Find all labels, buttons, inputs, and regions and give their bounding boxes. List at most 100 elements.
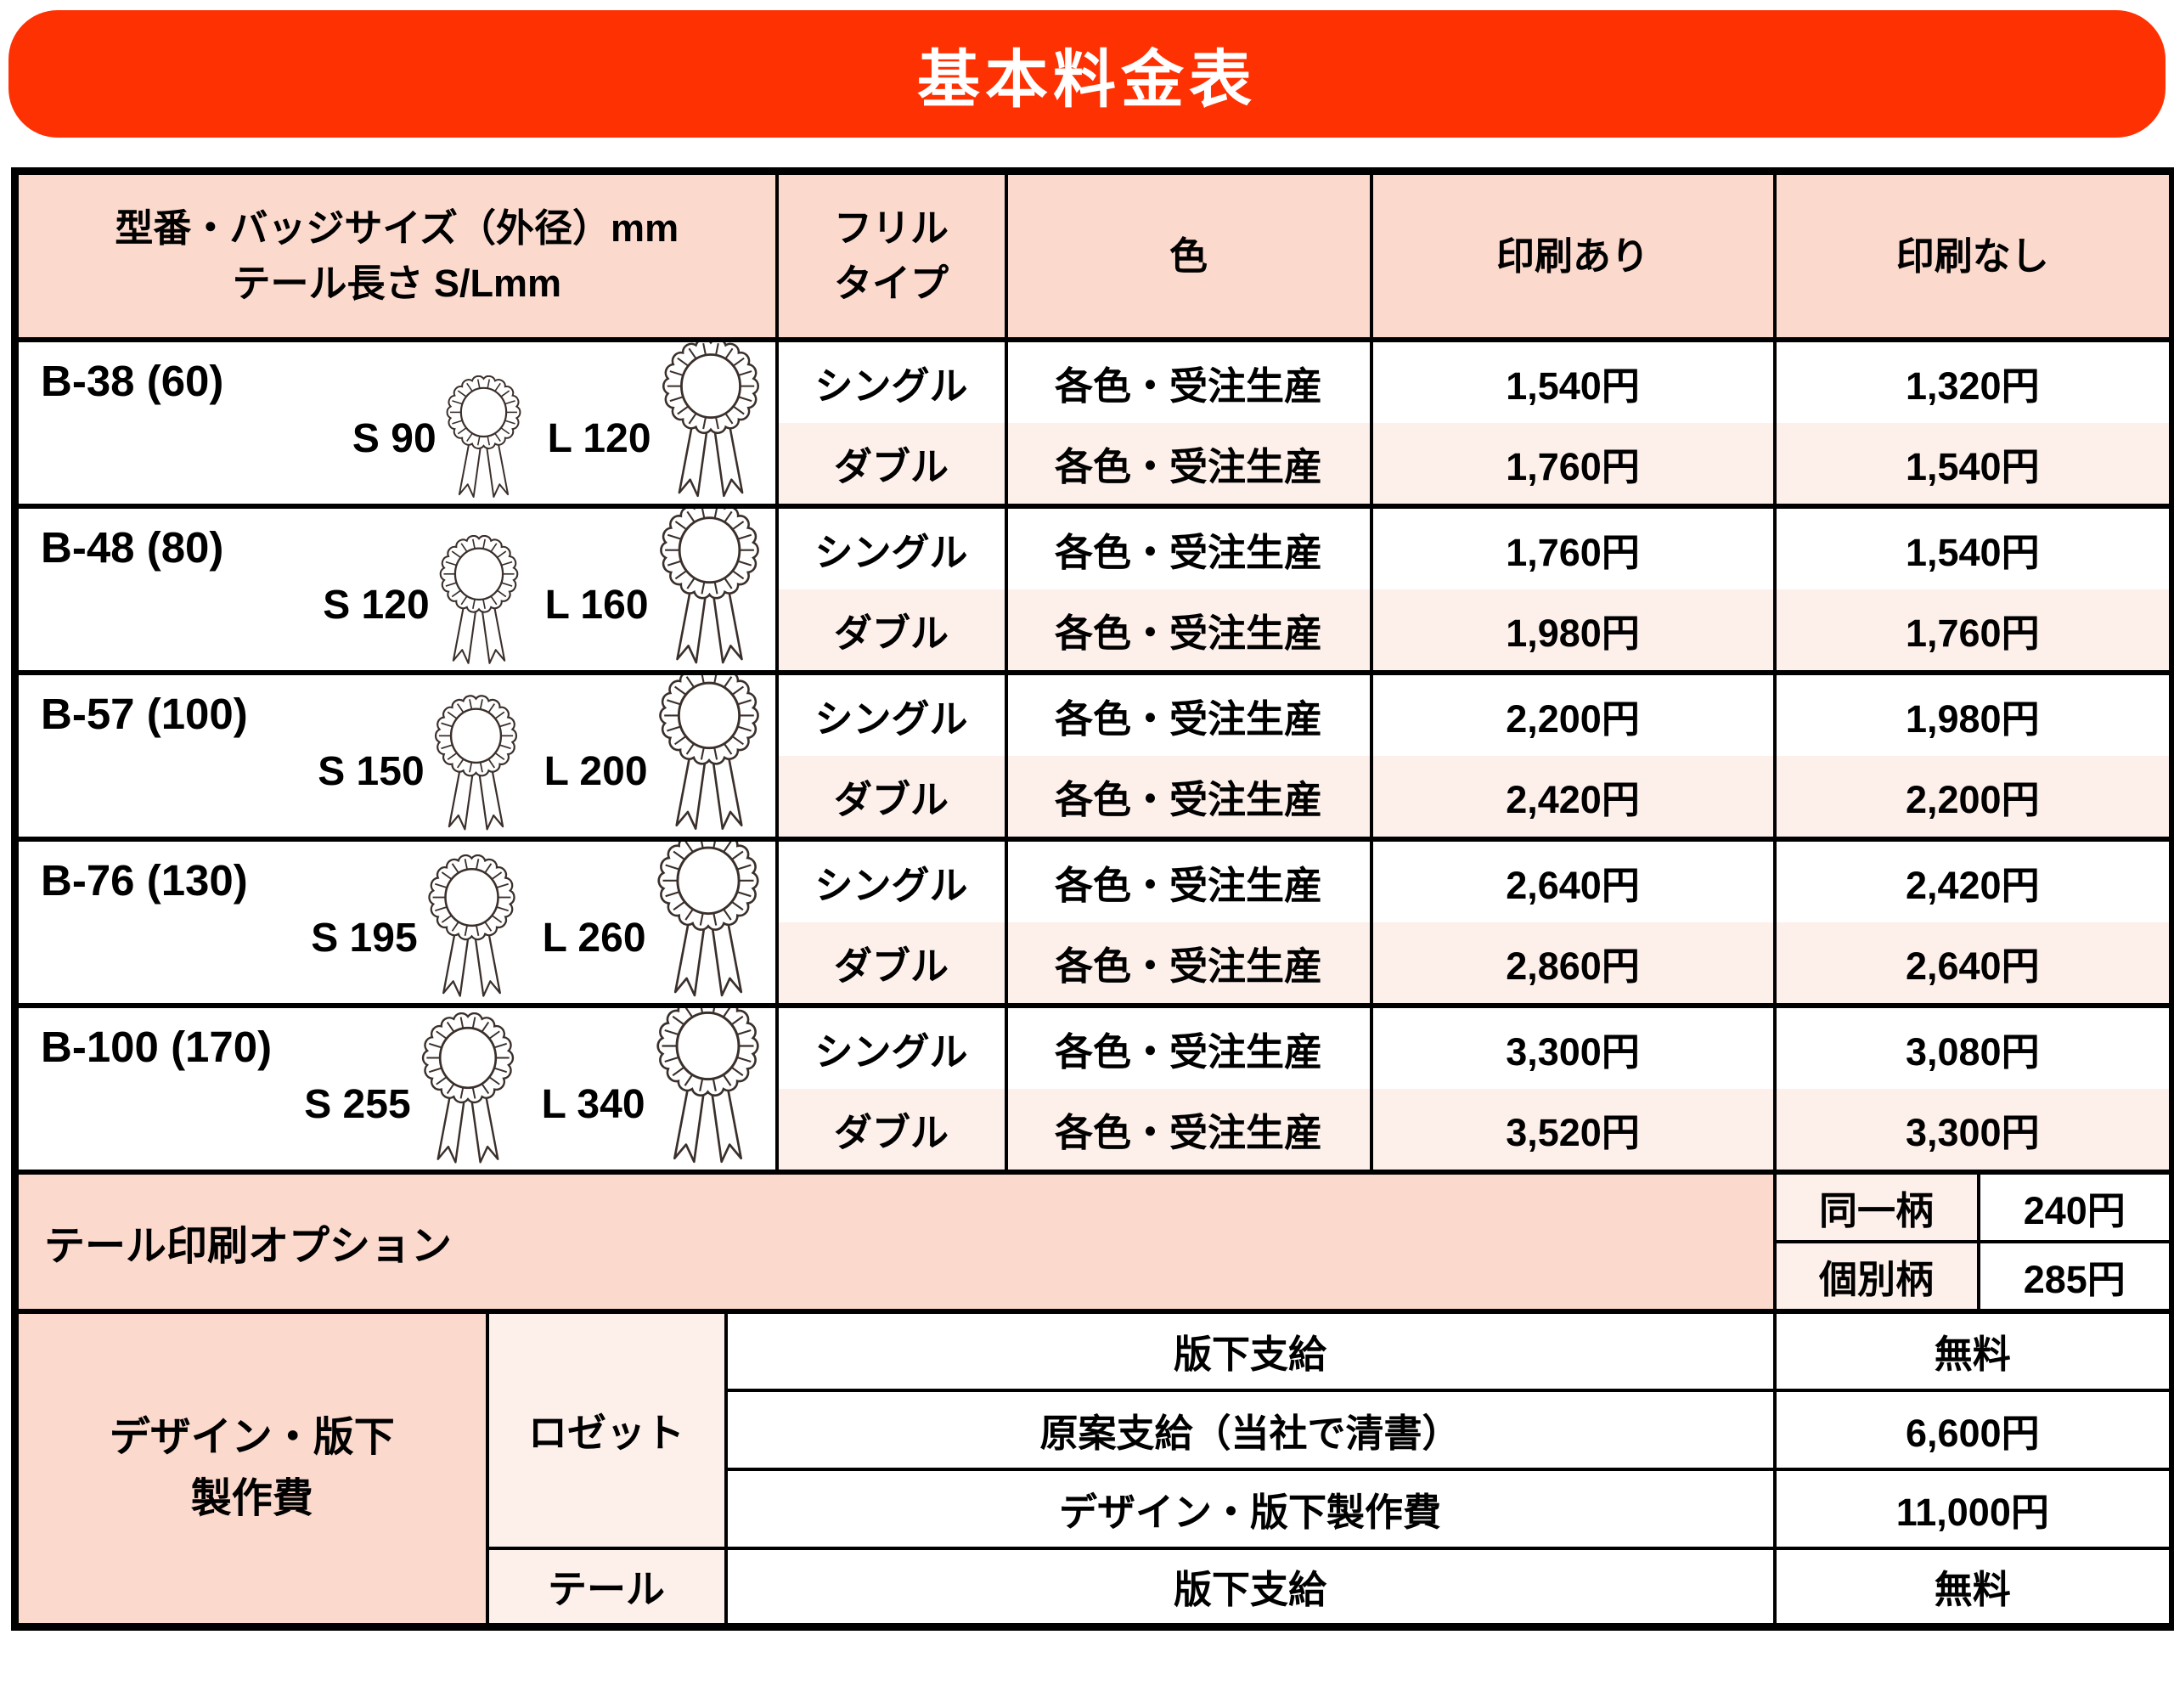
- tail-option-price: 285円: [1976, 1239, 2174, 1314]
- header-model-size-line2: テール長さ S/Lmm: [232, 262, 562, 306]
- model-number: B-48 (80): [41, 522, 224, 572]
- fee-value: 6,600円: [1772, 1388, 2174, 1471]
- price-table: 型番・バッジサイズ（外径）mm テール長さ S/Lmm フリル タイプ 色 印刷…: [11, 167, 2174, 1631]
- header-frill-type: フリル タイプ: [774, 169, 1008, 342]
- frill-cell: シングル: [774, 504, 1008, 589]
- table-row: ダブル 各色・受注生産 3,520円 3,300円: [15, 1088, 2174, 1175]
- table-row: B-76 (130) S 195 L 260 シングル 各色・受注生産 2,64…: [13, 837, 2174, 1008]
- rosette-icon: [656, 342, 765, 499]
- l-size-label: L 200: [544, 748, 648, 794]
- unprinted-price-cell: 2,420円: [1772, 837, 2174, 922]
- design-fee-label-line1: デザイン・版下: [109, 1414, 395, 1460]
- badge-illustrations: S 90 L 120: [352, 342, 765, 501]
- color-cell: 各色・受注生産: [1004, 837, 1373, 922]
- header-model-size-line1: 型番・バッジサイズ（外径）mm: [115, 206, 679, 250]
- color-cell: 各色・受注生産: [1004, 922, 1373, 1008]
- tail-option-label: テール印刷オプション: [13, 1170, 1777, 1314]
- rosette-icon: [423, 854, 521, 999]
- color-cell: 各色・受注生産: [1004, 755, 1373, 842]
- l-size-label: L 340: [541, 1081, 645, 1127]
- printed-price-cell: 2,420円: [1369, 755, 1777, 842]
- tail-option-row: 個別柄 285円: [15, 1239, 2174, 1314]
- rosette-icon: [653, 675, 765, 832]
- fee-value: 無料: [1772, 1546, 2174, 1629]
- design-fee-row: デザイン・版下製作費 11,000円: [15, 1467, 2174, 1550]
- tail-option-row: テール印刷オプション 同一柄 240円: [13, 1170, 2174, 1314]
- table-row: ダブル 各色・受注生産 2,420円 2,200円: [15, 755, 2174, 842]
- table-row: B-57 (100) S 150 L 200 シングル 各色・受注生産 2,20…: [13, 670, 2174, 842]
- table-row: ダブル 各色・受注生産 1,760円 1,540円: [15, 422, 2174, 509]
- model-cell-b100: B-100 (170) S 255 L 340: [13, 1003, 779, 1175]
- color-cell: 各色・受注生産: [1004, 1088, 1373, 1175]
- model-cell-b48: B-48 (80) S 120 L 160: [13, 504, 779, 675]
- tail-option-price: 240円: [1976, 1170, 2174, 1243]
- design-fee-row: 原案支給（当社で清書） 6,600円: [15, 1388, 2174, 1471]
- page-title: 基本料金表: [917, 43, 1257, 115]
- table-row: ダブル 各色・受注生産 2,860円 2,640円: [15, 922, 2174, 1008]
- model-cell-b76: B-76 (130) S 195 L 260: [13, 837, 779, 1008]
- fee-description: 版下支給: [724, 1546, 1777, 1629]
- model-cell-b57: B-57 (100) S 150 L 200: [13, 670, 779, 842]
- header-color: 色: [1004, 169, 1373, 342]
- l-size-label: L 160: [544, 582, 649, 628]
- printed-price-cell: 2,640円: [1369, 837, 1777, 922]
- design-fee-label-line2: 製作費: [190, 1475, 313, 1521]
- design-fee-row: デザイン・版下 製作費 ロゼット 版下支給 無料: [13, 1309, 2174, 1629]
- s-size-label: S 90: [352, 415, 436, 461]
- tail-option-type: 同一柄: [1772, 1170, 1980, 1243]
- fee-description: 原案支給（当社で清書）: [724, 1388, 1777, 1471]
- unprinted-price-cell: 1,980円: [1772, 670, 2174, 756]
- badge-illustrations: S 255 L 340: [304, 1008, 765, 1167]
- rosette-icon: [651, 1008, 765, 1165]
- unprinted-price-cell: 1,320円: [1772, 337, 2174, 423]
- rosette-icon: [651, 842, 765, 999]
- model-number: B-57 (100): [41, 689, 248, 738]
- color-cell: 各色・受注生産: [1004, 337, 1373, 423]
- frill-cell: シングル: [774, 837, 1008, 922]
- rosette-icon: [442, 375, 526, 499]
- title-banner: 基本料金表: [8, 10, 2166, 138]
- header-unprinted: 印刷なし: [1772, 169, 2174, 342]
- s-size-label: S 120: [323, 582, 430, 628]
- frill-cell: ダブル: [774, 589, 1008, 675]
- unprinted-price-cell: 1,540円: [1772, 504, 2174, 589]
- model-cell-b38: B-38 (60) S 90 L 120: [13, 337, 779, 509]
- color-cell: 各色・受注生産: [1004, 504, 1373, 589]
- s-size-label: S 150: [318, 748, 425, 794]
- badge-illustrations: S 120 L 160: [323, 509, 765, 668]
- header-printed: 印刷あり: [1369, 169, 1777, 342]
- frill-cell: シングル: [774, 1003, 1008, 1089]
- frill-cell: シングル: [774, 670, 1008, 756]
- table-row: B-48 (80) S 120 L 160 シングル 各色・受注生産 1,760…: [13, 504, 2174, 675]
- badge-illustrations: S 150 L 200: [318, 675, 765, 834]
- table-row: B-100 (170) S 255 L 340 シングル 各色・受注生産 3,3…: [13, 1003, 2174, 1175]
- header-frill-line2: タイプ: [834, 262, 949, 306]
- printed-price-cell: 2,860円: [1369, 922, 1777, 1008]
- design-fee-label: デザイン・版下 製作費: [13, 1309, 489, 1629]
- printed-price-cell: 2,200円: [1369, 670, 1777, 756]
- printed-price-cell: 3,520円: [1369, 1088, 1777, 1175]
- l-size-label: L 260: [542, 915, 646, 961]
- unprinted-price-cell: 3,300円: [1772, 1088, 2174, 1175]
- frill-cell: シングル: [774, 337, 1008, 423]
- frill-cell: ダブル: [774, 922, 1008, 1008]
- model-number: B-38 (60): [41, 356, 224, 405]
- l-size-label: L 120: [547, 415, 651, 461]
- fee-description: デザイン・版下製作費: [724, 1467, 1777, 1550]
- rosette-icon: [435, 534, 523, 666]
- model-number: B-76 (130): [41, 855, 248, 905]
- rosette-section-label: ロゼット: [485, 1309, 728, 1550]
- frill-cell: ダブル: [774, 1088, 1008, 1175]
- s-size-label: S 255: [304, 1081, 411, 1127]
- header-frill-line1: フリル: [834, 206, 949, 250]
- unprinted-price-cell: 2,200円: [1772, 755, 2174, 842]
- table-row: ダブル 各色・受注生産 1,980円 1,760円: [15, 589, 2174, 675]
- tail-option-type: 個別柄: [1772, 1239, 1980, 1314]
- printed-price-cell: 1,540円: [1369, 337, 1777, 423]
- color-cell: 各色・受注生産: [1004, 589, 1373, 675]
- badge-illustrations: S 195 L 260: [311, 842, 765, 1001]
- rosette-icon: [654, 509, 765, 666]
- s-size-label: S 195: [311, 915, 418, 961]
- fee-value: 無料: [1772, 1309, 2174, 1392]
- model-number: B-100 (170): [41, 1022, 273, 1071]
